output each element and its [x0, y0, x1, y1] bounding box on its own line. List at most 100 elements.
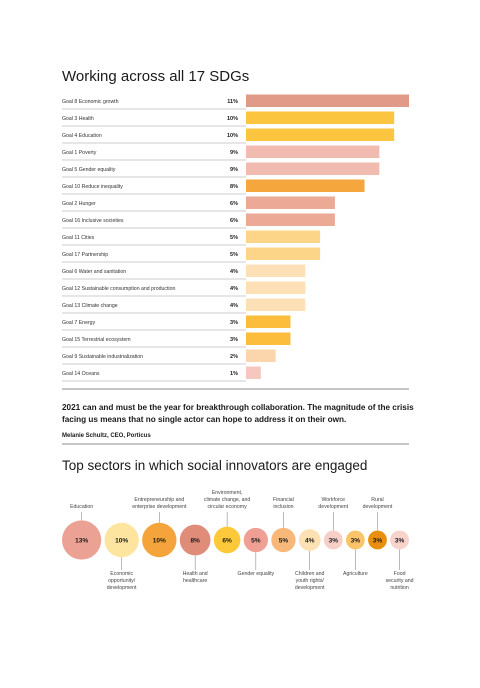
sdg-bar — [246, 213, 335, 226]
sector-bubble — [142, 522, 177, 558]
sdg-value-label: 6% — [230, 201, 238, 207]
sdg-bar — [246, 264, 306, 277]
sdg-row: Goal 7 Energy 3% — [62, 315, 291, 331]
sdg-goal-label: Goal 9 Sustainable industrialization — [62, 354, 143, 360]
sdg-goal-label: Goal 15 Terrestrial ecosystem — [62, 337, 131, 343]
sdg-value-label: 10% — [227, 116, 238, 122]
sector-bubble — [390, 530, 409, 550]
sdg-goal-label: Goal 6 Water and sanitation — [62, 269, 126, 275]
sdg-bar — [246, 128, 395, 141]
sdg-goal-label: Goal 11 Cities — [62, 235, 95, 241]
sector-value-label: 5% — [279, 537, 289, 544]
sector-value-label: 6% — [222, 537, 232, 544]
sdg-row: Goal 2 Hunger 6% — [62, 196, 335, 212]
sdg-value-label: 10% — [227, 133, 238, 139]
sector-value-label: 5% — [251, 537, 261, 544]
sdg-bar — [246, 162, 380, 175]
sdg-row: Goal 13 Climate change 4% — [62, 298, 306, 314]
sdg-goal-label: Goal 10 Reduce inequality — [62, 184, 123, 190]
sdg-goal-label: Goal 7 Energy — [62, 320, 96, 326]
sector-label: Entrepreneurship and — [134, 497, 184, 503]
sdg-goal-label: Goal 16 Inclusive societies — [62, 218, 124, 224]
sdg-row: Goal 11 Cities 5% — [62, 230, 321, 246]
sdg-value-label: 11% — [227, 99, 238, 105]
sector-label: Gender equality — [238, 571, 275, 577]
sector-label: development — [295, 585, 325, 591]
sector-label: climate change, and — [204, 497, 251, 503]
sector-label: development — [363, 504, 393, 510]
sdg-bar — [246, 349, 276, 362]
sdg-bar — [246, 179, 365, 192]
sdg-bar — [246, 247, 321, 260]
sector-label: development — [318, 504, 348, 510]
sector-value-label: 13% — [75, 537, 88, 544]
sector-label: Food — [394, 571, 406, 577]
sdg-row: Goal 8 Economic growth 11% — [62, 94, 409, 110]
sector-label: circular economy — [208, 504, 248, 510]
sdg-chart-title: Working across all 17 SDGs — [62, 68, 250, 85]
sector-label: Education — [70, 504, 93, 510]
sector-value-label: 8% — [190, 537, 200, 544]
sector-bubble — [323, 530, 343, 550]
sector-bubble — [179, 524, 211, 556]
sector-value-label: 3% — [329, 537, 339, 544]
sector-bubble — [243, 527, 269, 553]
sector-label: Economic — [110, 571, 133, 577]
sdg-value-label: 3% — [230, 320, 238, 326]
sector-value-label: 4% — [305, 537, 315, 544]
sdg-row: Goal 9 Sustainable industrialization 2% — [62, 349, 276, 365]
sdg-goal-label: Goal 8 Economic growth — [62, 99, 119, 105]
sdg-goal-label: Goal 13 Climate change — [62, 303, 118, 309]
sector-label: opportunity/ — [108, 578, 136, 584]
sector-value-label: 10% — [153, 537, 166, 544]
quote-attribution: Melanie Schultz, CEO, Porticus — [62, 433, 151, 439]
sdg-bar — [246, 332, 291, 345]
sector-bubble — [298, 529, 321, 551]
sdg-value-label: 2% — [230, 354, 238, 360]
sdg-row: Goal 10 Reduce inequality 8% — [62, 179, 365, 195]
sector-bubble-group: Environment,climate change, andcircular … — [204, 490, 251, 554]
sdg-value-label: 9% — [230, 150, 238, 156]
sector-bubble-group: Agriculture 3% — [343, 530, 368, 577]
sdg-bar — [246, 315, 291, 328]
sdg-goal-label: Goal 1 Poverty — [62, 150, 97, 156]
sector-bubble — [368, 530, 387, 550]
sdg-bar — [246, 281, 306, 294]
sdg-bar — [246, 366, 261, 379]
sdg-row: Goal 5 Gender equality 9% — [62, 162, 380, 178]
sector-label: enterprise development — [132, 504, 187, 510]
sdg-row: Goal 15 Terrestrial ecosystem 3% — [62, 332, 291, 348]
sdg-bar — [246, 94, 409, 107]
sdg-goal-label: Goal 17 Partnership — [62, 252, 108, 258]
sdg-bar — [246, 230, 321, 243]
sdg-value-label: 6% — [230, 218, 238, 224]
sdg-value-label: 9% — [230, 167, 238, 173]
sector-label: nutrition — [390, 585, 409, 591]
sdg-bar — [246, 111, 395, 124]
sector-label: inclusion — [273, 504, 293, 510]
sdg-bar-chart: Goal 8 Economic growth 11% Goal 3 Health 10… — [62, 94, 409, 390]
sdg-value-label: 5% — [230, 252, 238, 258]
sdg-goal-label: Goal 12 Sustainable consumption and prod… — [62, 286, 175, 292]
sector-label: Agriculture — [343, 571, 368, 577]
sdg-bar — [246, 298, 306, 311]
sector-chart-title: Top sectors in which social innovators a… — [62, 458, 368, 473]
sdg-row: Goal 12 Sustainable consumption and prod… — [62, 281, 306, 297]
sector-bubble-group: Education 13% — [62, 504, 102, 560]
sdg-row: Goal 3 Health 10% — [62, 111, 395, 127]
sector-bubble — [104, 522, 139, 558]
sdg-value-label: 4% — [230, 286, 238, 292]
sector-label: Workforce — [322, 497, 346, 503]
sdg-goal-label: Goal 5 Gender equality — [62, 167, 116, 173]
sector-value-label: 3% — [351, 537, 361, 544]
sector-label: youth rights/ — [296, 578, 325, 584]
